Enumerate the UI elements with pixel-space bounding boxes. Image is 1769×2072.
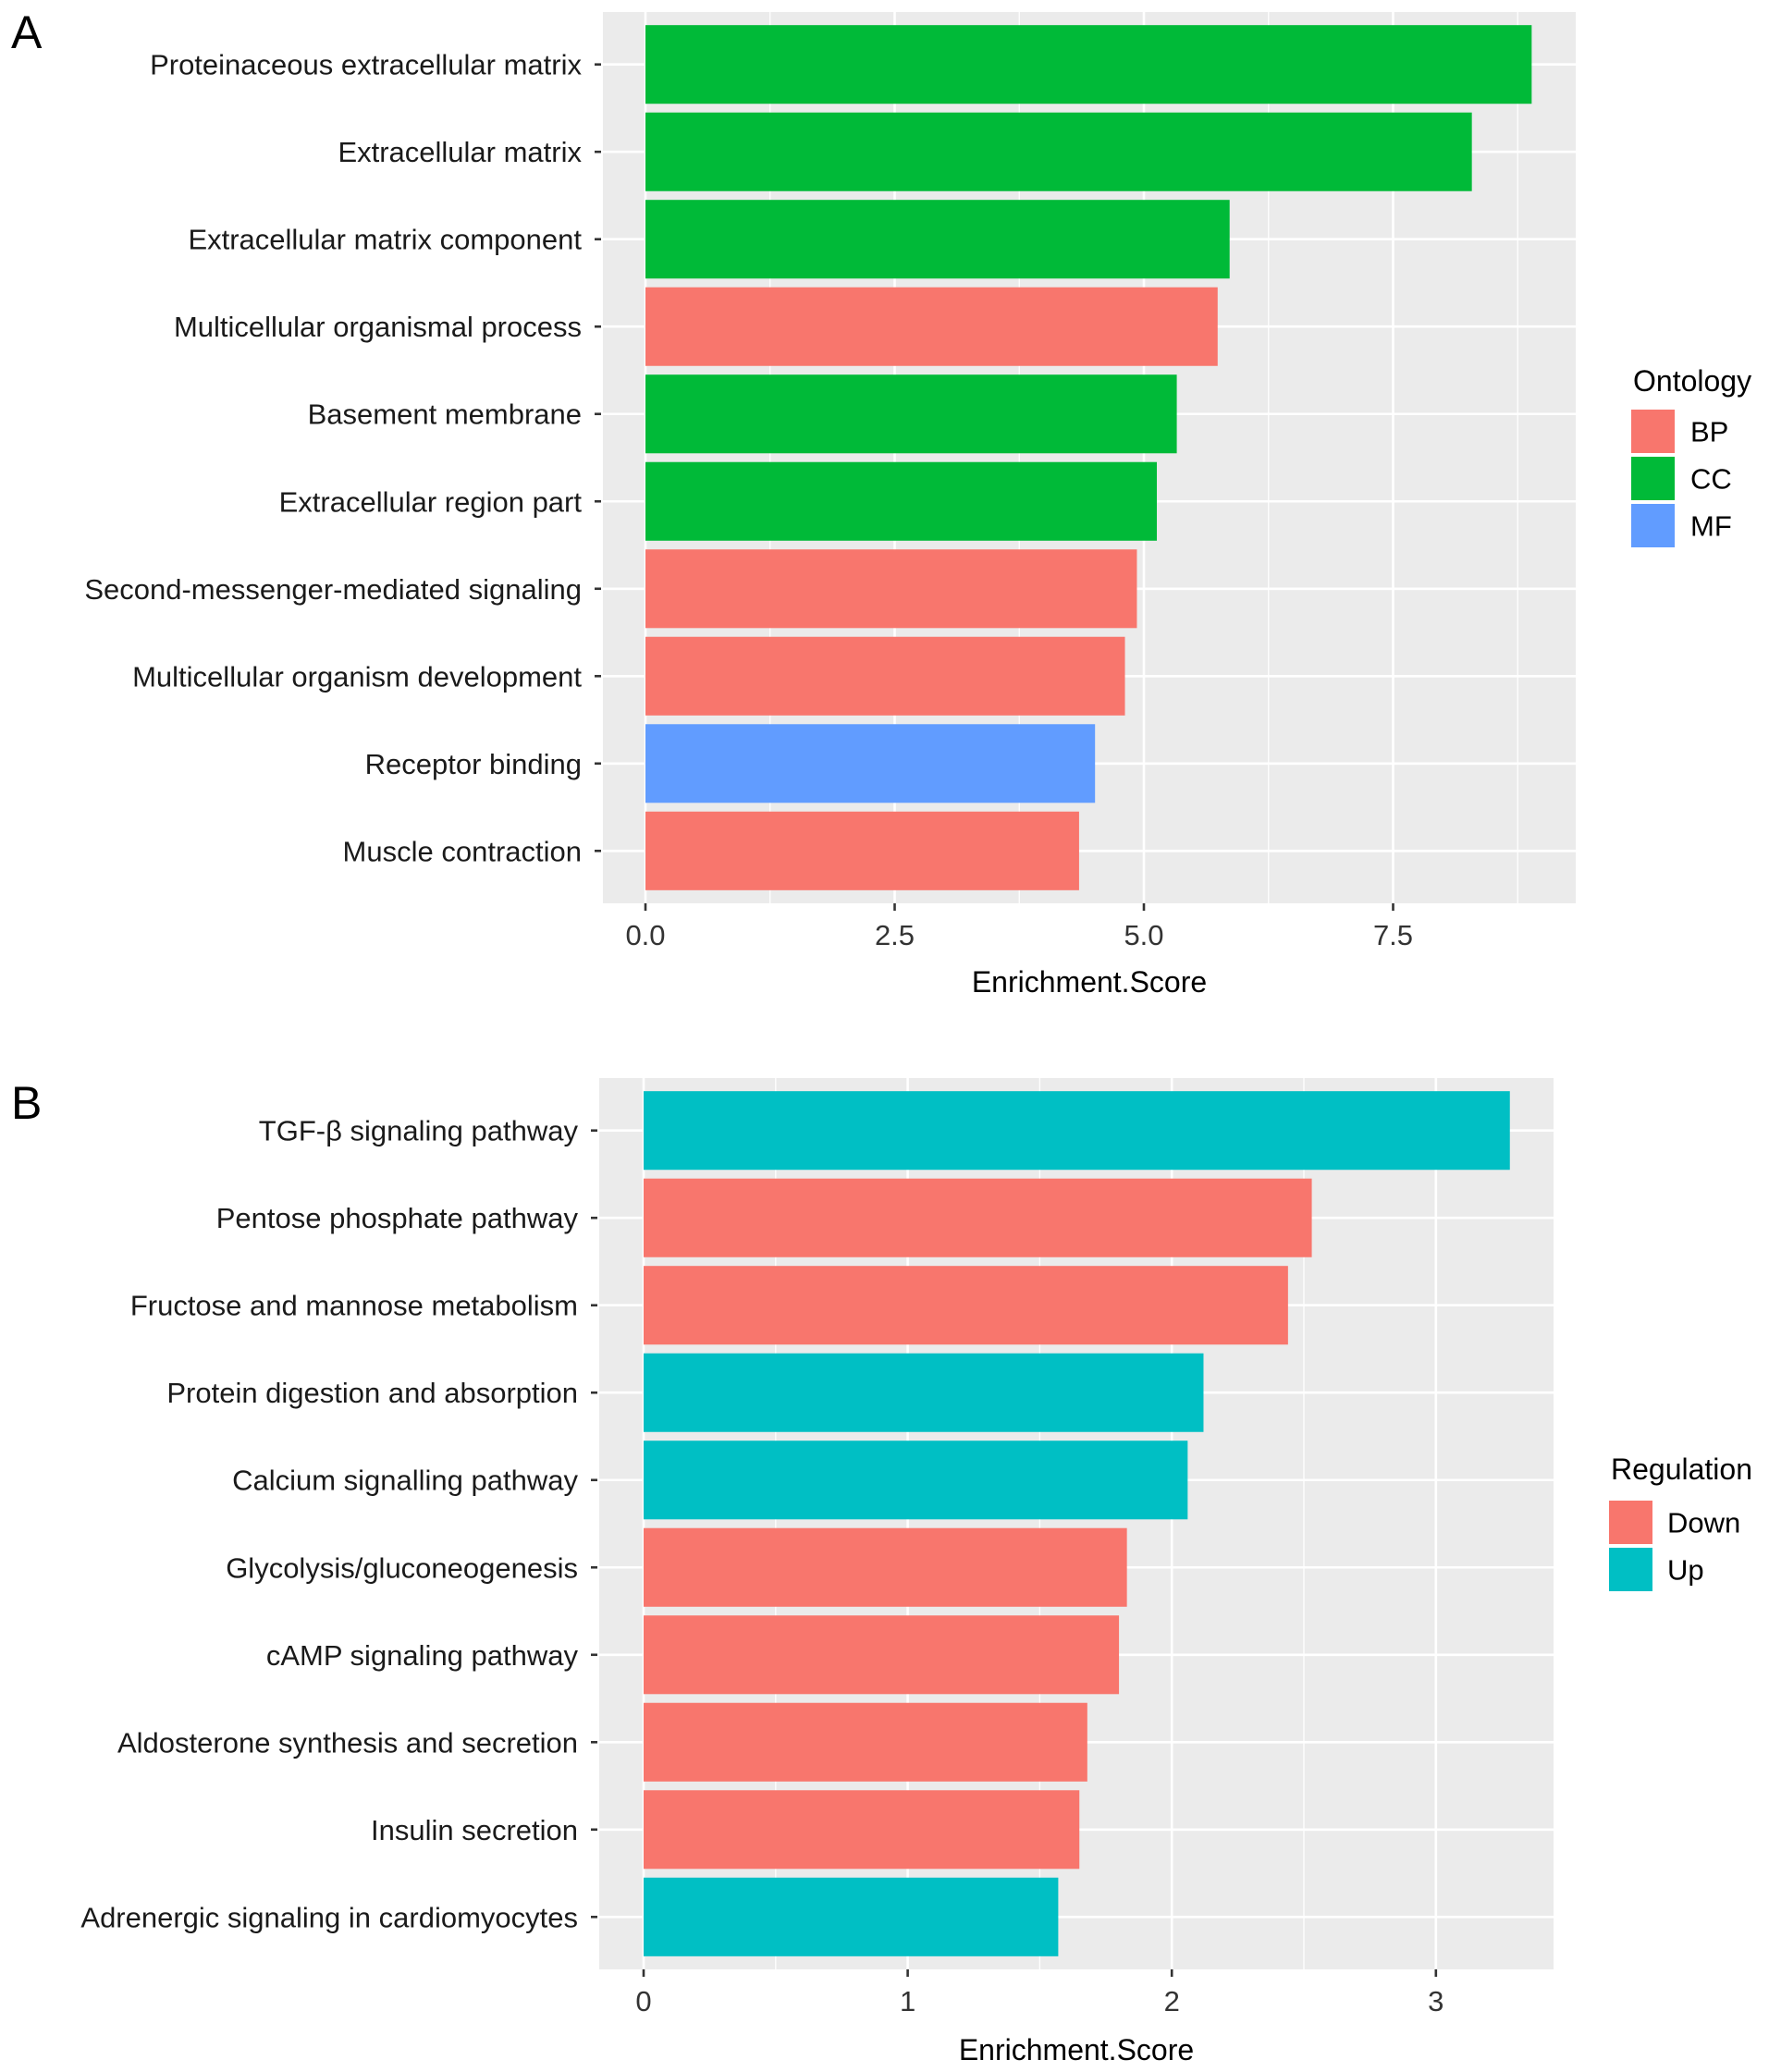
x-tick-label: 5.0 — [1124, 919, 1163, 951]
bar — [645, 549, 1137, 629]
legend-key-up — [1609, 1548, 1652, 1591]
panel-label-a: A — [11, 6, 43, 58]
y-tick-label: Extracellular matrix — [338, 136, 582, 168]
bars-a — [645, 25, 1532, 890]
bar — [644, 1877, 1059, 1956]
y-tick-label: Basement membrane — [308, 398, 582, 431]
y-tick-label: Aldosterone synthesis and secretion — [117, 1726, 578, 1759]
y-tick-label: Receptor binding — [365, 748, 582, 780]
bar — [645, 287, 1218, 366]
panel-a: A Proteinaceous extracellular matrix Extr… — [11, 6, 1751, 999]
x-tick-label: 1 — [900, 1985, 915, 2017]
legend-label-bp: BP — [1690, 416, 1728, 448]
bar — [645, 724, 1096, 803]
panel-b: B TGF-β signaling pathway Pentose phospha… — [11, 1077, 1752, 2066]
y-tick-label: Extracellular region part — [279, 485, 583, 518]
y-tick-label: Fructose and mannose metabolism — [130, 1290, 578, 1322]
y-axis-a: Proteinaceous extracellular matrix Extrac… — [84, 49, 601, 867]
legend-label-cc: CC — [1690, 463, 1732, 496]
y-axis-b: TGF-β signaling pathway Pentose phosphate… — [80, 1115, 597, 1933]
x-tick-label: 7.5 — [1373, 919, 1413, 951]
legend-key-down — [1609, 1501, 1652, 1544]
y-tick-label: Insulin secretion — [371, 1814, 578, 1846]
y-tick-label: Adrenergic signaling in cardiomyocytes — [80, 1901, 578, 1933]
legend-title-ontology: Ontology — [1633, 364, 1751, 398]
y-tick-label: cAMP signaling pathway — [266, 1639, 579, 1672]
y-tick-label: TGF-β signaling pathway — [259, 1115, 579, 1147]
bar — [644, 1527, 1127, 1607]
bar — [645, 25, 1532, 104]
bar — [645, 200, 1230, 279]
bar — [644, 1091, 1510, 1171]
legend-label-up: Up — [1667, 1554, 1704, 1587]
bar — [645, 461, 1158, 541]
bars-b — [644, 1091, 1510, 1956]
y-tick-label: Proteinaceous extracellular matrix — [150, 49, 582, 81]
x-axis-title-b: Enrichment.Score — [959, 2033, 1194, 2066]
y-tick-label: Protein digestion and absorption — [166, 1377, 578, 1409]
legend-label-mf: MF — [1690, 510, 1732, 543]
bar — [644, 1266, 1288, 1345]
bar — [644, 1702, 1087, 1782]
bar — [644, 1353, 1204, 1432]
y-tick-label: Multicellular organism development — [132, 660, 582, 693]
legend-key-mf — [1631, 504, 1675, 547]
bar — [645, 374, 1177, 454]
legend-key-cc — [1631, 457, 1675, 500]
x-axis-b: 0 1 2 3 — [635, 1969, 1443, 2017]
bar — [644, 1441, 1188, 1520]
legend-ontology: Ontology BP CC MF — [1631, 364, 1751, 547]
legend-key-bp — [1631, 410, 1675, 453]
panel-label-b: B — [11, 1077, 42, 1129]
x-axis-title-a: Enrichment.Score — [972, 965, 1207, 999]
bar — [644, 1178, 1312, 1257]
bar — [644, 1790, 1080, 1870]
x-axis-a: 0.0 2.5 5.0 7.5 — [625, 903, 1413, 951]
y-tick-label: Second-messenger-mediated signaling — [84, 573, 582, 606]
x-tick-label: 0 — [635, 1985, 651, 2017]
legend-regulation: Regulation Down Up — [1609, 1453, 1752, 1591]
bar — [645, 636, 1125, 716]
bar — [644, 1615, 1120, 1695]
x-tick-label: 2.5 — [875, 919, 915, 951]
x-tick-label: 3 — [1428, 1985, 1443, 2017]
bar — [645, 811, 1079, 890]
x-tick-label: 2 — [1164, 1985, 1180, 2017]
x-tick-label: 0.0 — [625, 919, 665, 951]
y-tick-label: Glycolysis/gluconeogenesis — [226, 1551, 578, 1584]
y-tick-label: Calcium signalling pathway — [232, 1465, 578, 1497]
y-tick-label: Pentose phosphate pathway — [216, 1202, 579, 1234]
y-tick-label: Multicellular organismal process — [174, 311, 582, 343]
y-tick-label: Extracellular matrix component — [188, 224, 582, 256]
legend-title-regulation: Regulation — [1611, 1453, 1752, 1486]
legend-label-down: Down — [1667, 1507, 1740, 1539]
bar — [645, 112, 1472, 191]
y-tick-label: Muscle contraction — [343, 835, 582, 867]
